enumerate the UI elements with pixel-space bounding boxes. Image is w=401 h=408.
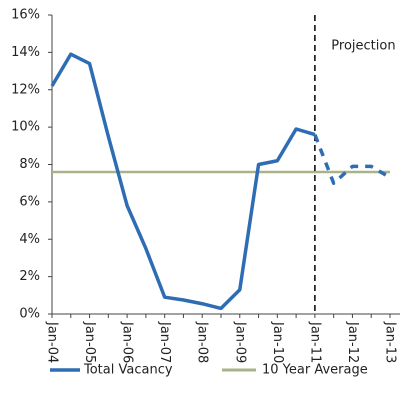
y-tick-label: 4% [19, 232, 40, 247]
x-tick-label: Jan-06 [120, 321, 135, 363]
x-tick-label: Jan-04 [45, 321, 60, 363]
legend-label: 10 Year Average [262, 363, 368, 378]
series-line [50, 52, 316, 311]
x-tick-label: Jan-05 [82, 321, 97, 363]
y-tick-label: 14% [11, 45, 40, 60]
y-tick-label: 16% [11, 8, 40, 23]
y-tick-label: 0% [19, 307, 40, 322]
y-tick-label: 12% [11, 82, 40, 97]
x-tick-label: Jan-09 [232, 321, 247, 363]
annotation: Projection [331, 39, 395, 54]
y-tick-label: 6% [19, 194, 40, 209]
x-tick-label: Jan-10 [270, 321, 285, 363]
projection-line [313, 133, 391, 185]
x-tick-label: Jan-11 [307, 321, 322, 363]
x-tick-label: Jan-07 [157, 321, 172, 363]
x-tick-label: Jan-08 [195, 321, 210, 363]
y-tick-label: 8% [19, 157, 40, 172]
x-tick-label: Jan-12 [345, 321, 360, 363]
legend-label: Total Vacancy [83, 363, 173, 378]
y-tick-label: 10% [11, 120, 40, 135]
x-tick-label: Jan-13 [383, 321, 398, 363]
y-tick-label: 2% [19, 269, 40, 284]
